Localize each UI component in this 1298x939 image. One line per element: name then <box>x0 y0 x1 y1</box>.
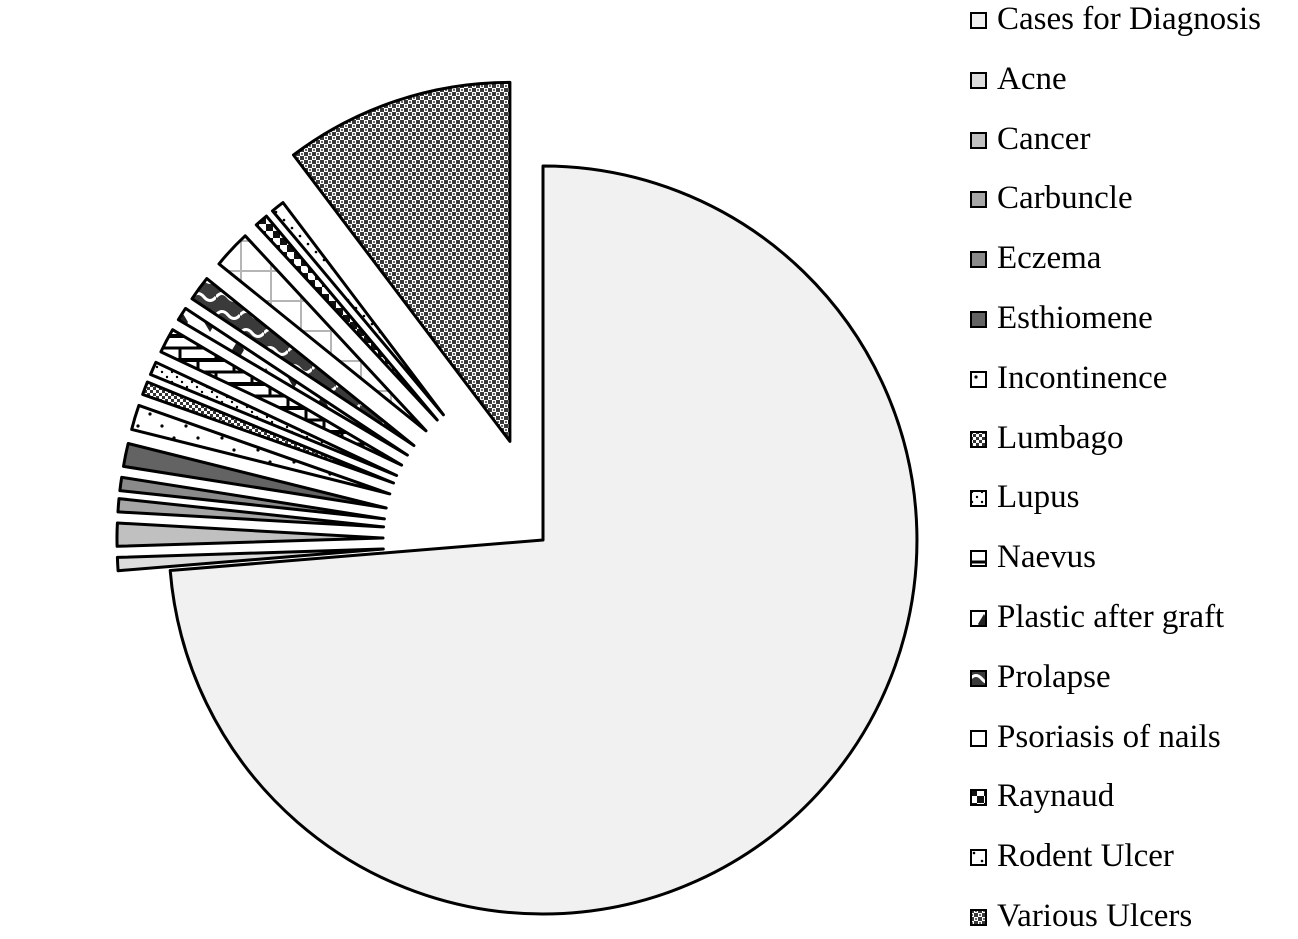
pie-slice-acne <box>115 547 385 573</box>
pie-slice-raynaud <box>254 214 439 422</box>
pie-slice-lumbago <box>141 380 395 485</box>
legend-swatch <box>970 729 987 747</box>
legend-label: Acne <box>997 60 1067 97</box>
legend-label: Lupus <box>997 479 1080 516</box>
legend-label: Plastic after graft <box>997 599 1225 635</box>
pie-slice-carbuncle <box>116 497 385 529</box>
pie-slice-various-ulcers <box>292 80 512 443</box>
pie-slice-naevus <box>159 328 404 467</box>
pie-slice-lupus <box>149 360 399 477</box>
pie-slice-cancer <box>115 521 385 548</box>
pie-slice-eczema <box>118 475 386 521</box>
pie-slice-incontinence <box>130 403 392 496</box>
legend-swatch <box>970 311 987 328</box>
pie-slice-plastic-after-graft <box>176 306 409 457</box>
legend-swatch <box>970 191 987 209</box>
pie-chart <box>115 80 919 916</box>
legend-swatch <box>970 251 987 269</box>
pie-slice-psoriasis-of-nails <box>217 234 428 433</box>
legend-label: Cancer <box>997 120 1091 157</box>
pie-slice-rodent-ulcer <box>271 201 445 417</box>
legend-label: Lumbago <box>997 419 1124 456</box>
legend: Cases for Diagnosis Acne Cancer Carbuncle Ec… <box>966 0 1298 939</box>
legend-swatch <box>970 12 987 29</box>
pie-slice-esthiomene <box>122 442 388 510</box>
legend-swatch <box>970 849 987 867</box>
legend-label: Psoriasis of nails <box>997 718 1221 755</box>
legend-label: Rodent Ulcer <box>997 838 1174 875</box>
legend-swatch <box>970 71 987 89</box>
legend-swatch <box>970 669 987 687</box>
legend-swatch <box>970 909 987 926</box>
legend-label: Various Ulcers <box>997 898 1193 934</box>
legend-label: Esthiomene <box>997 300 1153 336</box>
legend-label: Cases for Diagnosis <box>997 1 1261 37</box>
legend-label: Raynaud <box>997 778 1115 815</box>
pie-slice-prolapse <box>190 277 416 447</box>
legend-label: Eczema <box>997 240 1102 277</box>
legend-swatch <box>970 430 987 448</box>
legend-swatch <box>970 370 987 388</box>
legend-swatch <box>970 550 987 568</box>
legend-label: Carbuncle <box>997 180 1133 217</box>
legend-swatch <box>970 131 987 149</box>
legend-swatch <box>970 610 987 627</box>
legend-label: Naevus <box>997 539 1096 576</box>
legend-swatch <box>970 490 987 508</box>
legend-swatch <box>970 789 987 807</box>
legend-label: Prolapse <box>997 658 1111 695</box>
legend-label: Incontinence <box>997 359 1168 396</box>
pie-slice-cases-for-diagnosis <box>168 164 919 916</box>
